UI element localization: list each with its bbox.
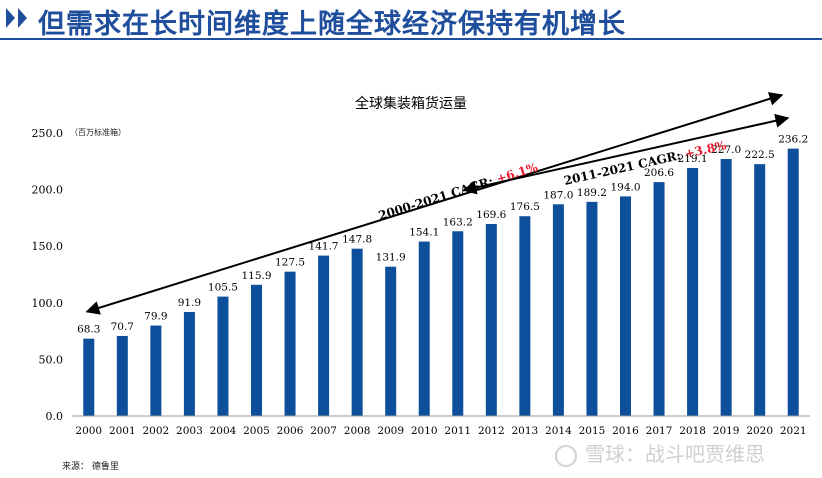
data-label: 169.6 bbox=[476, 209, 506, 221]
cagr-label: 2000-2021 CAGR: +6.1% bbox=[377, 160, 540, 223]
bar bbox=[217, 296, 229, 416]
data-label: 68.3 bbox=[77, 324, 100, 336]
cagr-annotations: 2000-2021 CAGR: +6.1% 2011-2021 CAGR: +3.… bbox=[85, 92, 790, 315]
bar bbox=[150, 325, 162, 416]
x-tick-label: 2004 bbox=[210, 425, 237, 437]
data-label: 154.1 bbox=[409, 227, 439, 239]
x-tick-label: 2013 bbox=[511, 425, 538, 437]
source-note: 来源： 德鲁里 bbox=[62, 462, 119, 472]
data-label: 105.5 bbox=[208, 282, 238, 294]
x-tick-label: 2006 bbox=[277, 425, 304, 437]
x-tick-label: 2007 bbox=[310, 425, 337, 437]
data-label: 131.9 bbox=[376, 252, 406, 264]
data-label: 194.0 bbox=[610, 181, 640, 193]
y-tick-label: 250.0 bbox=[32, 127, 64, 140]
bar bbox=[318, 255, 330, 416]
x-tick-label: 2018 bbox=[679, 425, 706, 437]
x-tick-label: 2010 bbox=[411, 425, 438, 437]
chevron-right-icon bbox=[6, 8, 15, 28]
bar bbox=[552, 204, 564, 416]
header-divider bbox=[0, 38, 822, 40]
y-tick-label: 200.0 bbox=[32, 184, 64, 197]
y-tick-label: 100.0 bbox=[32, 297, 64, 310]
bar bbox=[83, 338, 95, 416]
bar bbox=[754, 164, 766, 416]
data-label: 79.9 bbox=[144, 311, 167, 323]
chevron-right-icon bbox=[18, 8, 27, 28]
bar bbox=[351, 248, 363, 416]
bar bbox=[485, 224, 497, 416]
x-tick-label: 2017 bbox=[646, 425, 673, 437]
x-tick-label: 2008 bbox=[344, 425, 371, 437]
x-tick-label: 2003 bbox=[176, 425, 203, 437]
bar bbox=[385, 266, 397, 416]
x-tick-label: 2009 bbox=[377, 425, 404, 437]
bar bbox=[720, 159, 732, 416]
data-label: 189.2 bbox=[577, 187, 607, 199]
y-axis: 0.0 50.0 100.0 150.0 200.0 250.0 bbox=[32, 127, 64, 423]
bar bbox=[687, 167, 699, 416]
x-tick-label: 2021 bbox=[780, 425, 807, 437]
watermark-text: 雪球：战斗吧贾维思 bbox=[585, 442, 765, 466]
data-label: 176.5 bbox=[510, 201, 540, 213]
x-tick-label: 2014 bbox=[545, 425, 572, 437]
x-tick-label: 2019 bbox=[713, 425, 740, 437]
x-tick-label: 2001 bbox=[109, 425, 136, 437]
y-tick-label: 150.0 bbox=[32, 240, 64, 253]
x-tick-label: 2012 bbox=[478, 425, 505, 437]
y-tick-label: 0.0 bbox=[46, 410, 64, 423]
bar bbox=[284, 271, 296, 416]
y-tick-label: 50.0 bbox=[39, 353, 64, 366]
bar bbox=[251, 284, 262, 416]
data-label: 91.9 bbox=[178, 297, 201, 309]
x-tick-label: 2000 bbox=[75, 425, 102, 437]
bar bbox=[519, 216, 531, 416]
x-tick-label: 2005 bbox=[243, 425, 270, 437]
data-label: 127.5 bbox=[275, 257, 305, 269]
data-label: 70.7 bbox=[111, 321, 134, 333]
data-label: 222.5 bbox=[745, 149, 775, 161]
x-tick-label: 2020 bbox=[746, 425, 773, 437]
data-label: 115.9 bbox=[241, 270, 271, 282]
data-label: 236.2 bbox=[778, 134, 808, 146]
data-label: 163.2 bbox=[443, 216, 473, 228]
x-tick-label: 2016 bbox=[612, 425, 639, 437]
x-tick-label: 2002 bbox=[142, 425, 169, 437]
bar bbox=[452, 231, 464, 416]
header-bar: 但需求在长时间维度上随全球经济保持有机增长 bbox=[0, 0, 822, 40]
bar bbox=[418, 241, 430, 416]
watermark-logo-icon bbox=[555, 444, 577, 467]
bar bbox=[787, 148, 799, 417]
data-label: 147.8 bbox=[342, 234, 372, 246]
x-tick-label: 2011 bbox=[444, 425, 471, 437]
x-axis: 2000 2001 2002 2003 2004 2005 2006 2007 2008 2009… bbox=[72, 415, 810, 437]
data-label: 141.7 bbox=[309, 241, 339, 253]
bar bbox=[586, 201, 598, 416]
bar bbox=[116, 335, 128, 416]
bar bbox=[653, 182, 665, 416]
bar bbox=[183, 311, 195, 416]
cagr-arrow bbox=[462, 113, 790, 195]
bar bbox=[620, 196, 631, 416]
x-tick-label: 2015 bbox=[579, 425, 606, 437]
data-label: 187.0 bbox=[543, 189, 573, 201]
page-title: 但需求在长时间维度上随全球经济保持有机增长 bbox=[38, 9, 626, 40]
watermark: 雪球：战斗吧贾维思 bbox=[555, 438, 765, 467]
